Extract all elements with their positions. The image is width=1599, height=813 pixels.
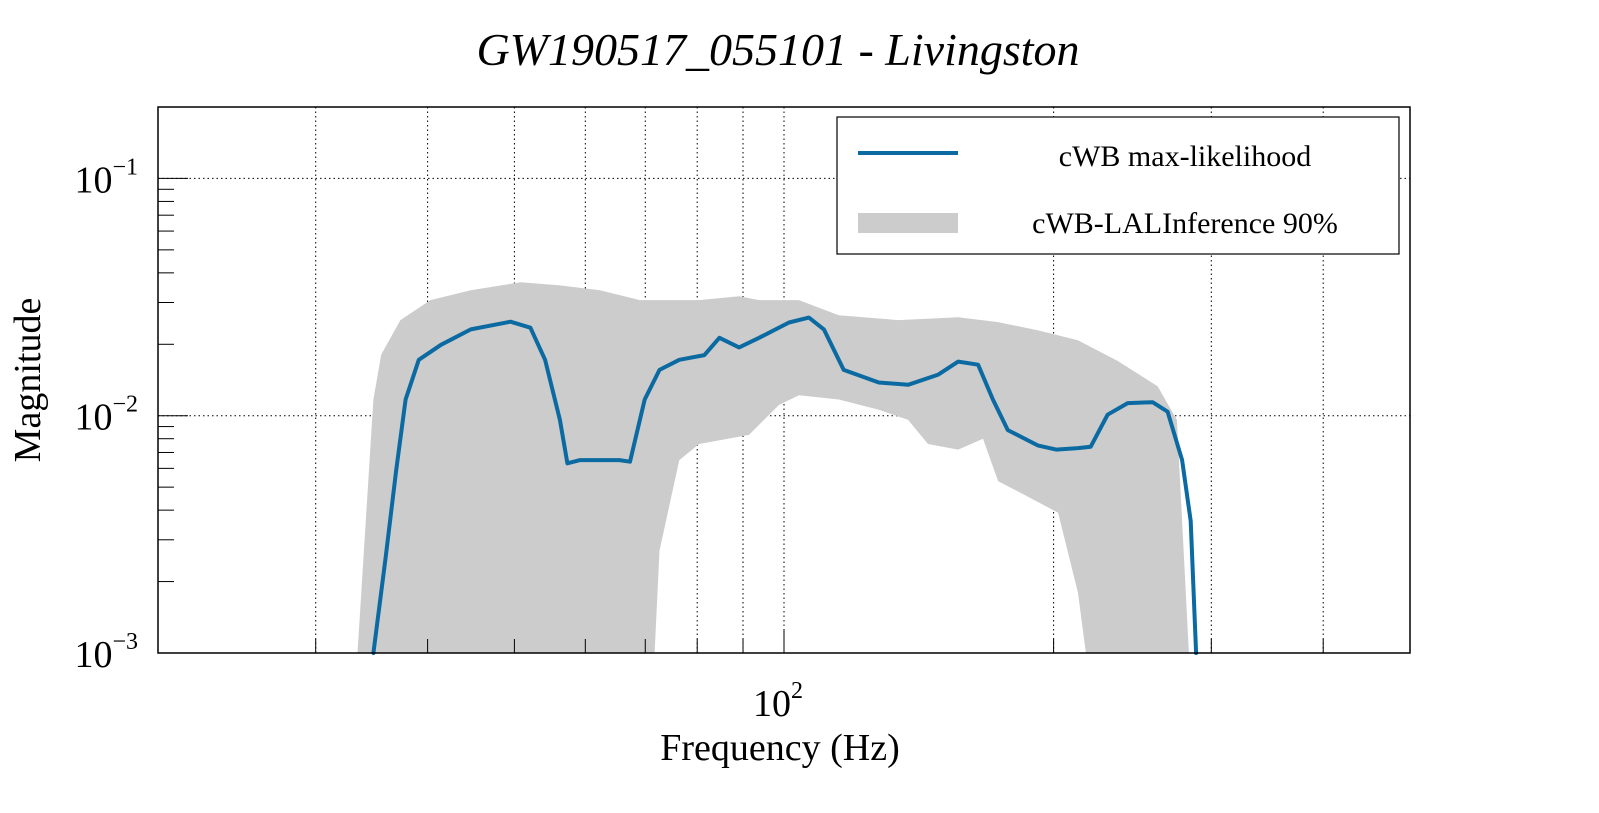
chart-title: GW190517_055101 - Livingston: [476, 24, 1079, 75]
y-tick-exponent: −2: [112, 392, 138, 418]
y-tick-exponent: −3: [112, 629, 138, 655]
y-tick-label: 10−2: [74, 392, 138, 439]
x-tick-base: 10: [753, 683, 791, 725]
confidence-band: [357, 282, 1189, 653]
y-tick-exponent: −1: [112, 154, 138, 180]
band-layer: [357, 282, 1189, 653]
y-tick-base: 10: [74, 634, 112, 676]
plot-frame: [157, 106, 1411, 654]
y-tick-base: 10: [74, 159, 112, 201]
legend-swatch-band: [858, 213, 958, 233]
y-tick-labels: 10−110−210−3: [74, 154, 138, 676]
max-likelihood-line: [371, 315, 1199, 655]
y-tick-label: 10−1: [74, 154, 138, 201]
y-axis-label: Magnitude: [7, 298, 49, 463]
x-tick-label: 102: [753, 678, 803, 725]
line-layer: [371, 315, 1199, 655]
y-tick-label: 10−3: [74, 629, 138, 676]
legend-box: [836, 116, 1400, 255]
x-tick-labels: 102: [753, 678, 803, 725]
legend: cWB max-likelihood cWB-LALInference 90%: [836, 116, 1400, 255]
x-tick-exponent: 2: [791, 678, 803, 704]
x-axis-label: Frequency (Hz): [660, 727, 900, 769]
legend-label-max-likelihood: cWB max-likelihood: [1059, 140, 1311, 173]
y-tick-base: 10: [74, 397, 112, 439]
legend-label-90-percent: cWB-LALInference 90%: [1032, 207, 1338, 240]
